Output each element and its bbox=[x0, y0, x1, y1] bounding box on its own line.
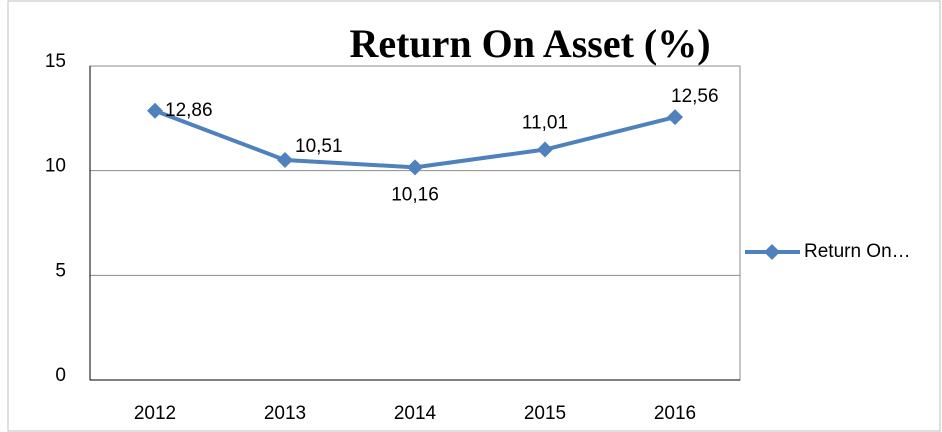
marker bbox=[537, 141, 553, 158]
legend-label: Return On… bbox=[804, 241, 911, 262]
marker bbox=[147, 102, 163, 119]
x-tick-label: 2012 bbox=[134, 403, 176, 424]
chart-border bbox=[7, 0, 941, 432]
chart-title: Return On Asset (%) bbox=[349, 21, 710, 66]
y-tick-label: 0 bbox=[55, 365, 66, 386]
marker bbox=[277, 151, 293, 168]
x-tick-label: 2016 bbox=[654, 403, 696, 424]
x-tick-label: 2013 bbox=[264, 403, 306, 424]
data-label: 10,51 bbox=[295, 136, 343, 157]
y-tick-label: 15 bbox=[45, 51, 66, 72]
data-label: 11,01 bbox=[522, 113, 568, 134]
x-tick-label: 2014 bbox=[394, 403, 437, 424]
marker bbox=[667, 109, 683, 126]
data-label: 10,16 bbox=[391, 184, 439, 205]
x-tick-label: 2015 bbox=[524, 403, 566, 424]
data-label: 12,86 bbox=[165, 100, 213, 121]
marker bbox=[407, 159, 423, 176]
data-label: 12,56 bbox=[671, 86, 719, 107]
y-tick-label: 5 bbox=[55, 260, 66, 281]
y-tick-label: 10 bbox=[45, 156, 66, 177]
legend-marker bbox=[764, 244, 780, 260]
